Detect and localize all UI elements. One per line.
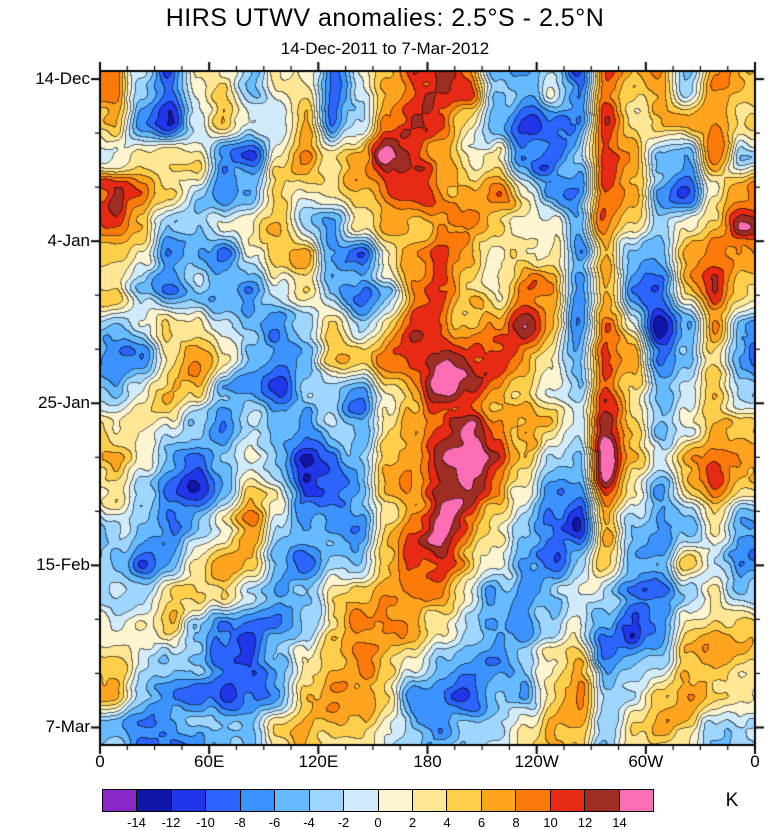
colorbar-tick-label: -8: [234, 815, 246, 830]
colorbar-cell: [412, 790, 448, 811]
colorbar-cell: [137, 790, 172, 811]
x-tick-label: 120E: [298, 752, 339, 771]
colorbar-cell: [447, 790, 482, 811]
colorbar-tick-label: -12: [161, 815, 181, 830]
x-tick-label: 180: [413, 752, 442, 771]
colorbar-cell: [585, 790, 620, 811]
colorbar-tick-label: 2: [408, 815, 417, 830]
x-axis-tick-labels: 0 60E 120E 180 120W 60W 0: [0, 752, 770, 774]
colorbar-tick-label: 8: [512, 815, 520, 830]
colorbar: [102, 789, 654, 812]
chart-subtitle: 14-Dec-2011 to 7-Mar-2012: [280, 39, 490, 58]
colorbar-tick-label: -14: [127, 815, 146, 830]
colorbar-cell: [481, 790, 517, 811]
y-tick-label: 7-Mar: [45, 717, 90, 737]
chart-title: HIRS UTWV anomalies: 2.5°S - 2.5°N: [165, 4, 605, 32]
colorbar-cell: [619, 790, 653, 811]
colorbar-tick-label: 6: [477, 815, 486, 830]
colorbar-cell: [309, 790, 345, 811]
colorbar-cell: [344, 790, 379, 811]
colorbar-tick-label: 14: [612, 815, 627, 830]
colorbar-tick-label: 12: [577, 815, 593, 830]
colorbar-cell: [516, 790, 551, 811]
colorbar-cell: [275, 790, 310, 811]
colorbar-cell: [206, 790, 241, 811]
colorbar-cell: [171, 790, 207, 811]
colorbar-cell: [550, 790, 586, 811]
colorbar-cell: [240, 790, 276, 811]
colorbar-tick-label: -6: [268, 815, 281, 830]
colorbar-tick-label: 0: [374, 815, 382, 830]
y-tick-label: 14-Dec: [35, 69, 90, 89]
colorbar-cell: [103, 790, 138, 811]
x-tick-label: 60W: [628, 752, 664, 771]
x-tick-label: 0: [750, 752, 760, 771]
y-axis-tick-labels: 14-Dec 4-Jan 25-Jan 15-Feb 7-Mar: [0, 0, 92, 830]
colorbar-tick-label: 4: [443, 815, 451, 830]
colorbar-cell: [378, 790, 413, 811]
y-tick-label: 15-Feb: [36, 555, 90, 575]
colorbar-tick-label: -2: [337, 815, 350, 830]
colorbar-tick-label: 10: [543, 815, 558, 830]
y-tick-label: 4-Jan: [47, 231, 90, 251]
colorbar-tick-label: -4: [303, 815, 315, 830]
colorbar-tick-label: -10: [196, 815, 215, 830]
colorbar-unit-label: K: [725, 790, 739, 811]
colorbar-tick-labels: -14 -12 -10 -8 -6 -4 -2 0 2 4 6 8 10 12 14: [0, 815, 770, 830]
x-tick-label: 120W: [514, 752, 559, 771]
y-tick-label: 25-Jan: [38, 393, 90, 413]
x-tick-label: 0: [95, 752, 105, 771]
x-tick-label: 60E: [194, 752, 225, 771]
